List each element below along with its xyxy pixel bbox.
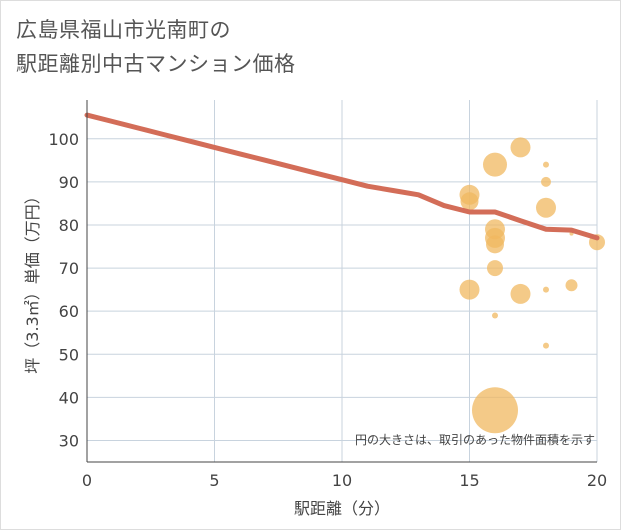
bubble-point: [492, 312, 498, 319]
y-tick-label: 80: [59, 216, 79, 235]
bubble-point: [510, 137, 531, 158]
bubble-point: [486, 235, 504, 254]
bubble-point: [472, 387, 518, 434]
x-axis-label: 駅距離（分）: [294, 499, 390, 518]
bubble-point: [536, 197, 556, 218]
x-tick-label: 0: [82, 471, 92, 490]
bubble-point: [459, 279, 480, 300]
axes: 0 5 10 15 20 30 40 50 60 70 80 90 100: [48, 100, 607, 490]
bubble-point: [543, 342, 549, 349]
x-tick-label: 15: [459, 471, 479, 490]
y-tick-label: 50: [59, 345, 79, 364]
title-line-1: 広島県福山市光南町の: [16, 18, 231, 42]
trend-line: [84, 112, 600, 241]
bubble-point: [487, 260, 503, 277]
x-tick-label: 20: [587, 471, 607, 490]
y-tick-label: 100: [48, 130, 79, 149]
y-axis-label: 坪（3.3㎡）単価（万円）: [23, 188, 42, 373]
bubble-size-note: 円の大きさは、取引のあった物件面積を示す: [355, 432, 595, 447]
bubble-point: [483, 152, 507, 177]
bubble-layer: [459, 137, 605, 434]
trend-layer: [84, 112, 600, 241]
y-tick-label: 30: [59, 431, 79, 450]
bubble-point: [565, 279, 578, 292]
y-tick-label: 90: [59, 173, 79, 192]
bubble-point: [543, 286, 549, 293]
x-tick-label: 10: [332, 471, 352, 490]
y-tick-label: 40: [59, 388, 79, 407]
y-tick-label: 70: [59, 259, 79, 278]
chart-title: 広島県福山市光南町の 駅距離別中古マンション価格: [16, 13, 296, 81]
bubble-point: [543, 161, 549, 168]
title-line-2: 駅距離別中古マンション価格: [16, 52, 296, 76]
bubble-point: [460, 192, 479, 211]
bubble-point: [510, 283, 531, 304]
y-tick-label: 60: [59, 302, 79, 321]
bubble-point: [541, 176, 551, 187]
x-tick-label: 5: [209, 471, 219, 490]
